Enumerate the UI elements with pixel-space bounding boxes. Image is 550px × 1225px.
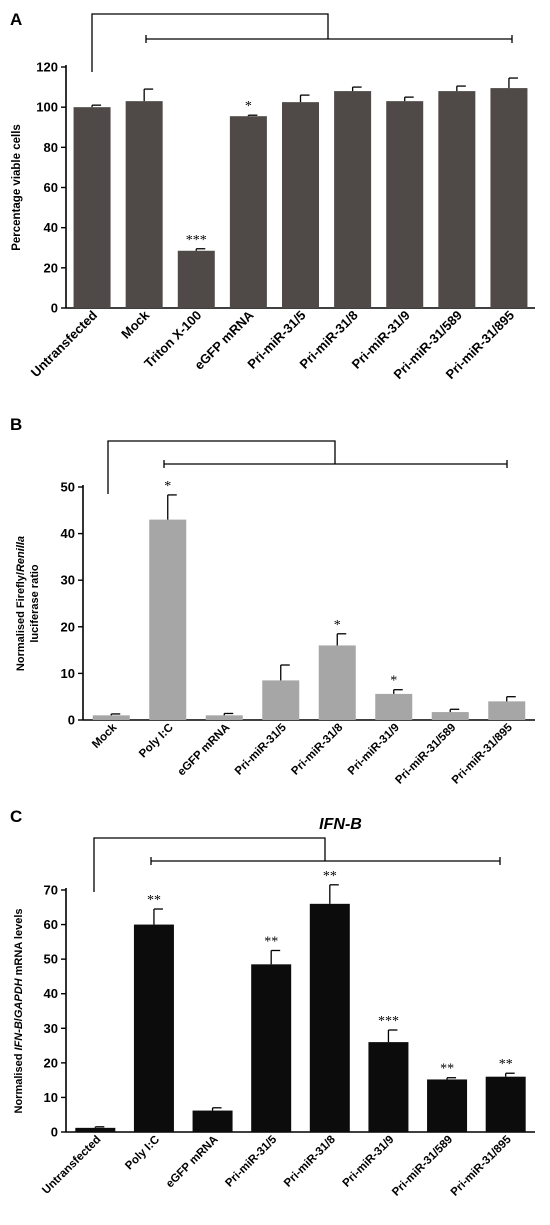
panel-letter: C bbox=[10, 807, 22, 826]
bar bbox=[229, 116, 267, 309]
bar bbox=[368, 1042, 409, 1132]
comparison-bracket bbox=[107, 440, 508, 494]
y-axis-label-part: Renilla bbox=[15, 536, 27, 572]
bar bbox=[485, 1076, 526, 1132]
y-axis-label-part: / bbox=[13, 1018, 25, 1021]
x-tick-label: eGFP mRNA bbox=[164, 1134, 221, 1191]
y-axis-label-part: GAPDH bbox=[13, 977, 25, 1018]
y-tick-label: 60 bbox=[44, 180, 58, 195]
bar bbox=[334, 91, 372, 308]
y-tick-label: 0 bbox=[68, 713, 75, 728]
significance-label: * bbox=[334, 618, 341, 633]
significance-label: * bbox=[164, 479, 171, 494]
x-tick-label: Pri-miR-31/5 bbox=[223, 1133, 279, 1189]
significance-label: ** bbox=[440, 1062, 454, 1077]
y-tick-label: 20 bbox=[44, 260, 58, 275]
y-tick-label: 20 bbox=[61, 619, 75, 634]
y-axis-label: Percentage viable cells bbox=[11, 124, 23, 251]
y-axis-label-part: mRNA levels bbox=[13, 909, 25, 979]
bar bbox=[149, 519, 187, 720]
bar bbox=[125, 101, 163, 309]
x-tick-label: Pri-miR-31/589 bbox=[393, 722, 458, 787]
y-tick-label: 40 bbox=[61, 526, 75, 541]
x-tick-label: Pri-miR-31/8 bbox=[289, 721, 345, 777]
y-tick-label: 50 bbox=[44, 952, 58, 967]
bar bbox=[282, 102, 319, 308]
bar bbox=[177, 250, 215, 308]
y-tick-label: 20 bbox=[44, 1055, 58, 1070]
significance-label: ** bbox=[147, 893, 161, 908]
y-tick-label: 0 bbox=[51, 1125, 58, 1140]
bar bbox=[192, 1110, 233, 1132]
x-tick-label: Untransfected bbox=[40, 1134, 103, 1197]
panel-a: A 0 20 40 60 80 100 120 Percentage viable cells U… bbox=[10, 10, 535, 382]
bar bbox=[490, 88, 528, 309]
x-tick-label: Pri-miR-31/895 bbox=[450, 721, 515, 786]
y-axis-label-part: IFN-B bbox=[13, 1021, 25, 1050]
panel-letter: A bbox=[10, 10, 22, 29]
y-axis-label-line2: luciferase ratio bbox=[29, 564, 41, 643]
y-tick-label: 70 bbox=[44, 883, 58, 898]
y-tick-label: 40 bbox=[44, 220, 58, 235]
x-tick-label: eGFP mRNA bbox=[176, 722, 233, 779]
bar bbox=[205, 715, 243, 720]
y-tick-label: 50 bbox=[61, 480, 75, 495]
bar bbox=[427, 1079, 468, 1132]
bar bbox=[431, 712, 469, 720]
y-tick-label: 120 bbox=[36, 60, 58, 75]
bar bbox=[375, 693, 413, 720]
significance-label: ** bbox=[499, 1057, 513, 1072]
bar bbox=[438, 91, 476, 308]
bar bbox=[92, 715, 130, 720]
y-axis-label: Normalised IFN-B/GAPDH mRNA levels bbox=[13, 909, 25, 1114]
comparison-bracket bbox=[91, 13, 513, 72]
chart-title: IFN-B bbox=[319, 816, 362, 833]
x-tick-label: Mock bbox=[90, 721, 120, 751]
y-tick-label: 100 bbox=[36, 100, 58, 115]
significance-label: *** bbox=[186, 233, 207, 248]
significance-label: ** bbox=[264, 935, 278, 950]
y-tick-label: 10 bbox=[44, 1090, 58, 1105]
bar bbox=[73, 107, 111, 309]
comparison-bracket bbox=[93, 837, 501, 892]
y-tick-label: 30 bbox=[44, 1021, 58, 1036]
significance-label: ** bbox=[323, 869, 337, 884]
bar bbox=[133, 924, 174, 1132]
x-tick-label: Pri-miR-31/8 bbox=[282, 1133, 338, 1189]
x-tick-label: Untransfected bbox=[28, 307, 100, 379]
y-axis-label: Normalised Firefly/Renilla bbox=[15, 536, 27, 671]
x-tick-label: Pri-miR-31/5 bbox=[233, 721, 289, 777]
x-tick-label: Poly I:C bbox=[137, 722, 176, 761]
bar bbox=[75, 1127, 116, 1132]
bar bbox=[318, 645, 356, 720]
y-tick-label: 10 bbox=[61, 666, 75, 681]
panel-b: B 0 10 20 30 40 50 Normalised Firefly/Renillalu… bbox=[10, 415, 535, 787]
x-tick-label: Poly I:C bbox=[123, 1134, 162, 1173]
x-tick-label: Pri-miR-31/9 bbox=[346, 722, 402, 778]
panel-letter: B bbox=[10, 415, 22, 434]
y-axis-label-part: Normalised Firefly/ bbox=[15, 572, 27, 671]
y-tick-label: 40 bbox=[44, 986, 58, 1001]
y-tick-label: 30 bbox=[61, 573, 75, 588]
y-tick-label: 80 bbox=[44, 140, 58, 155]
x-tick-label: Pri-miR-31/9 bbox=[341, 1134, 397, 1190]
y-tick-label: 0 bbox=[51, 301, 58, 316]
significance-label: *** bbox=[378, 1014, 399, 1029]
y-axis-label-part: Normalised bbox=[13, 1051, 25, 1114]
bar bbox=[251, 964, 292, 1132]
x-tick-label: Mock bbox=[118, 307, 153, 342]
y-tick-label: 60 bbox=[44, 917, 58, 932]
significance-label: * bbox=[390, 674, 397, 689]
bar bbox=[386, 101, 424, 309]
bar bbox=[488, 701, 526, 720]
bar bbox=[309, 903, 350, 1132]
significance-label: * bbox=[245, 99, 252, 114]
bar bbox=[262, 680, 300, 720]
x-tick-label: Pri-miR-31/895 bbox=[449, 1133, 514, 1198]
x-tick-label: Pri-miR-31/589 bbox=[390, 1134, 455, 1199]
